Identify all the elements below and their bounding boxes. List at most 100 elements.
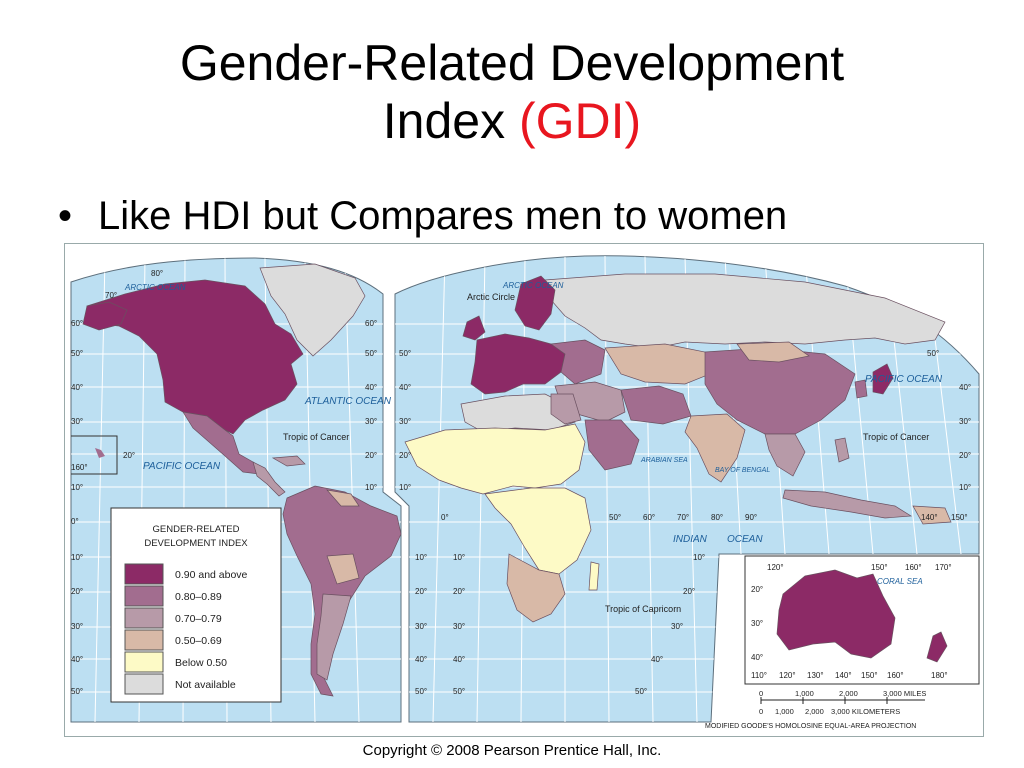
scale-km-3000: 3,000 KILOMETERS [831, 707, 900, 716]
lat-label: 80° [151, 269, 163, 278]
lon-label: 90° [745, 513, 757, 522]
inset-lon-label: 110° [751, 671, 767, 680]
lat-label: 0° [71, 517, 79, 526]
hawaii [95, 448, 105, 458]
arctic-ocean-right-label: ARCTIC OCEAN [502, 281, 564, 290]
legend-title-line-2: DEVELOPMENT INDEX [144, 538, 248, 549]
lat-label: 50° [71, 687, 83, 696]
lat-label: 10° [693, 553, 705, 562]
lat-label: 10° [71, 553, 83, 562]
inset-lon-label: 140° [835, 671, 852, 680]
bolivia-region [326, 553, 360, 585]
scale-km-1000: 1,000 [775, 707, 794, 716]
title-index-word: Index [382, 93, 506, 149]
arctic-ocean-left-label: ARCTIC OCEAN [124, 283, 186, 292]
lat-label: 30° [399, 417, 411, 426]
new-zealand [926, 631, 948, 663]
title-line-2: Index (GDI) [0, 92, 1024, 150]
tropic-cancer-left-label: Tropic of Cancer [283, 432, 349, 442]
lat-label: 70° [105, 291, 117, 300]
lat-label: 10° [365, 483, 377, 492]
lat-label: 30° [415, 622, 427, 631]
scale-km-0: 0 [759, 707, 763, 716]
central-africa [484, 487, 592, 575]
scale-line [760, 697, 925, 704]
arabia [584, 419, 640, 471]
copyright-notice: Copyright © 2008 Pearson Prentice Hall, … [362, 742, 662, 759]
scale-miles-3000: 3,000 MILES [883, 689, 926, 698]
legend-label-050: 0.50–0.69 [175, 635, 222, 647]
title-line-1: Gender-Related Development [179, 35, 845, 91]
lon-label: 140° [921, 513, 938, 522]
lat-label: 50° [635, 687, 647, 696]
png [912, 505, 952, 525]
russia [544, 273, 946, 349]
legend-label-na: Not available [175, 679, 236, 691]
inset-lon-label: 150° [861, 671, 878, 680]
map-legend: GENDER-RELATED DEVELOPMENT INDEX 0.90 an… [110, 507, 282, 703]
lon-label: 50° [609, 513, 621, 522]
greenland [259, 263, 366, 357]
arctic-circle-label: Arctic Circle [467, 292, 515, 302]
central-asia [604, 343, 716, 385]
lat-label: 20° [453, 587, 465, 596]
scale-miles-2000: 2,000 [839, 689, 858, 698]
indian-label-2: OCEAN [727, 534, 763, 545]
lat-label: 30° [71, 417, 83, 426]
legend-swatch-080 [124, 585, 164, 607]
caribbean [271, 455, 306, 467]
indian-label-1: INDIAN [673, 534, 708, 545]
lat-label: 10° [453, 553, 465, 562]
lat-label: 20° [399, 451, 411, 460]
tropic-cancer-right-label: Tropic of Cancer [863, 432, 929, 442]
alaska [82, 301, 128, 331]
lat-label: 30° [365, 417, 377, 426]
lat-label: 50° [453, 687, 465, 696]
lat-label: 40° [399, 383, 411, 392]
australia-inset-box [744, 555, 980, 685]
legend-swatch-090 [124, 563, 164, 585]
lon-label: 80° [711, 513, 723, 522]
lat-label: 50° [399, 349, 411, 358]
japan [872, 363, 894, 395]
lat-label: 20° [123, 451, 135, 460]
inset-lon-label: 160° [905, 563, 922, 572]
lat-label: 50° [415, 687, 427, 696]
lat-label: 40° [365, 383, 377, 392]
inset-lon-label: 120° [767, 563, 784, 572]
projection-label: MODIFIED GOODE'S HOMOLOSINE EQUAL-AREA P… [705, 723, 916, 730]
lat-label: 10° [71, 483, 83, 492]
legend-title-line-1: GENDER-RELATED [153, 524, 240, 535]
lat-label: 40° [71, 383, 83, 392]
bullet-dot-icon: • [58, 194, 73, 238]
scandinavia [514, 275, 556, 331]
australia [776, 569, 896, 659]
coral-sea-label: CORAL SEA [877, 577, 923, 586]
slide-title: Gender-Related Development Index (GDI) [0, 34, 1024, 150]
uk-ireland [462, 315, 486, 341]
lat-label: 10° [959, 483, 971, 492]
scale-miles-1000: 1,000 [795, 689, 814, 698]
land-left [71, 263, 402, 697]
scale-miles-0: 0 [759, 689, 763, 698]
lat-label: 30° [959, 417, 971, 426]
bay-of-bengal-label: BAY OF BENGAL [715, 467, 770, 474]
lat-label: 40° [959, 383, 971, 392]
lat-label: 40° [415, 655, 427, 664]
argentina [316, 593, 352, 681]
lat-label: 20° [959, 451, 971, 460]
lat-label: 20° [365, 451, 377, 460]
north-america-canada-usa [86, 279, 304, 435]
lat-label: 50° [927, 349, 939, 358]
inset-lon-label: 160° [887, 671, 904, 680]
lat-label: 20° [683, 587, 695, 596]
arabian-sea-label: ARABIAN SEA [640, 457, 688, 464]
atlantic-ocean-label: ATLANTIC OCEAN [304, 396, 392, 407]
scale-km-2000: 2,000 [805, 707, 824, 716]
pacific-ocean-right-label: PACIFIC OCEAN [865, 374, 943, 385]
eastern-europe [550, 339, 606, 385]
legend-swatch-below050 [124, 651, 164, 673]
inset-lon-label: 120° [779, 671, 796, 680]
mongolia [736, 341, 810, 363]
line-labels: Arctic Circle Tropic of Cancer Tropic of… [283, 292, 929, 614]
